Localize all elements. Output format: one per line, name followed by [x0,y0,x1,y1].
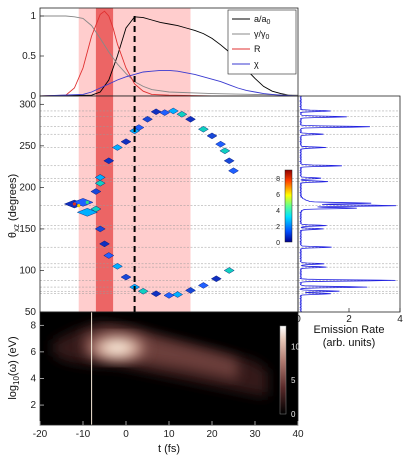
middle-y-tick-label: 250 [19,141,36,152]
series-line-gamma_over_gamma0 [40,15,298,96]
emission-point [103,157,115,165]
emission-point [185,116,196,123]
emission-point [142,116,153,123]
bottom-y-tick-label: 2 [30,400,36,411]
top-panel: 0 0.5 1 a/a0 γ/γ0 Rχ [22,7,299,102]
series-line-a_over_a0 [40,16,298,96]
emission-point [223,267,235,274]
bottom-x-tick-label: -10 [76,429,91,440]
series-line-chi [40,69,298,96]
legend-label: R [254,44,261,54]
emission-point [172,291,183,298]
middle-colorbar-tick: 0 [276,240,280,247]
emission-point-hot [77,204,81,208]
emission-point [99,240,110,248]
middle-colorbar [284,169,293,243]
top-y-tick-label: 0 [30,91,36,102]
emission-point [228,167,239,175]
emission-point-hot [85,200,89,204]
middle-y-tick-label: 200 [19,182,36,193]
middle-y-tick-label: 300 [19,99,36,110]
bottom-y-tick-label: 6 [30,347,36,358]
legend-label: χ [254,59,259,69]
emission-point [112,144,123,151]
legend-label: γ/γ0 [254,29,270,41]
middle-colorbar-tick: 8 [276,176,280,183]
middle-y-tick-label: 50 [25,307,37,318]
emission-point [167,107,179,115]
right-x-tick-label: 4 [397,314,403,325]
bottom-colorbar-tick: 5 [291,376,296,385]
bottom-x-tick-label: 0 [123,429,129,440]
right-x-label-units: (arb. units) [323,337,376,349]
emission-point [210,275,222,283]
bottom-colorbar-tick: 10 [291,342,300,351]
emission-point [223,157,235,165]
emission-point [90,205,102,213]
bottom-x-tick-label: 40 [292,429,304,440]
emission-point [103,252,115,259]
bottom-y-tick-label: 4 [30,373,36,384]
right-x-label: Emission Rate [314,324,385,336]
emission-point [215,140,226,148]
emission-point [90,188,102,195]
emission-point [112,263,123,270]
right-x-tick-label: 2 [346,314,352,325]
middle-colorbar-tick: 6 [276,192,280,199]
shaded-band-top [95,8,114,96]
emission-point [120,273,132,281]
emission-point [219,147,231,155]
emission-point [94,179,106,187]
emission-point [198,282,209,289]
emission-point [94,225,106,233]
emission-point [198,125,209,133]
emission-point [159,109,171,116]
bottom-x-tick-label: 20 [206,429,218,440]
bottom-x-tick-label: -20 [33,429,48,440]
middle-colorbar-tick: 2 [276,224,280,231]
emission-point-hot [72,202,76,206]
bottom-panel: 2 4 6 8 -20 -10 0 10 20 30 40 t (fs) log10(ω) (eV… [7,311,304,455]
bottom-y-tick-label: 8 [30,320,36,331]
middle-colorbar-tick: 4 [276,208,280,215]
emission-point [94,174,106,181]
top-y-tick-label: 0.5 [22,51,36,62]
middle-y-label: θxz (degrees) [7,174,21,238]
bottom-x-label: t (fs) [158,443,180,455]
emission-point [76,208,98,217]
emission-rate-spectrum [298,96,397,312]
bottom-colorbar [279,325,287,415]
middle-y-tick-label: 100 [19,265,36,276]
bottom-y-label: log10(ω) (eV) [7,336,21,399]
emission-point [150,290,162,297]
emission-point [137,287,149,295]
shaded-band-middle [95,96,114,312]
top-legend: a/a0 γ/γ0 Rχ [227,9,297,75]
emission-point [185,287,196,294]
bottom-x-tick-label: 30 [249,429,261,440]
bottom-x-tick-label: 10 [163,429,175,440]
emission-point [206,132,218,140]
series-line-R [40,10,298,96]
middle-panel: 50 100 150 200 250 300 θxz (degrees) 0 2 4 6 8 [7,95,299,318]
emission-point [120,138,132,145]
legend-label: a/a0 [254,14,271,26]
right-panel: 024 Emission Rate (arb. units) [295,95,403,349]
middle-y-tick-label: 150 [19,224,36,235]
bottom-colorbar-tick: 0 [291,410,296,419]
emission-point [176,111,188,118]
top-y-tick-label: 1 [30,11,36,22]
heatmap-image [52,312,268,425]
